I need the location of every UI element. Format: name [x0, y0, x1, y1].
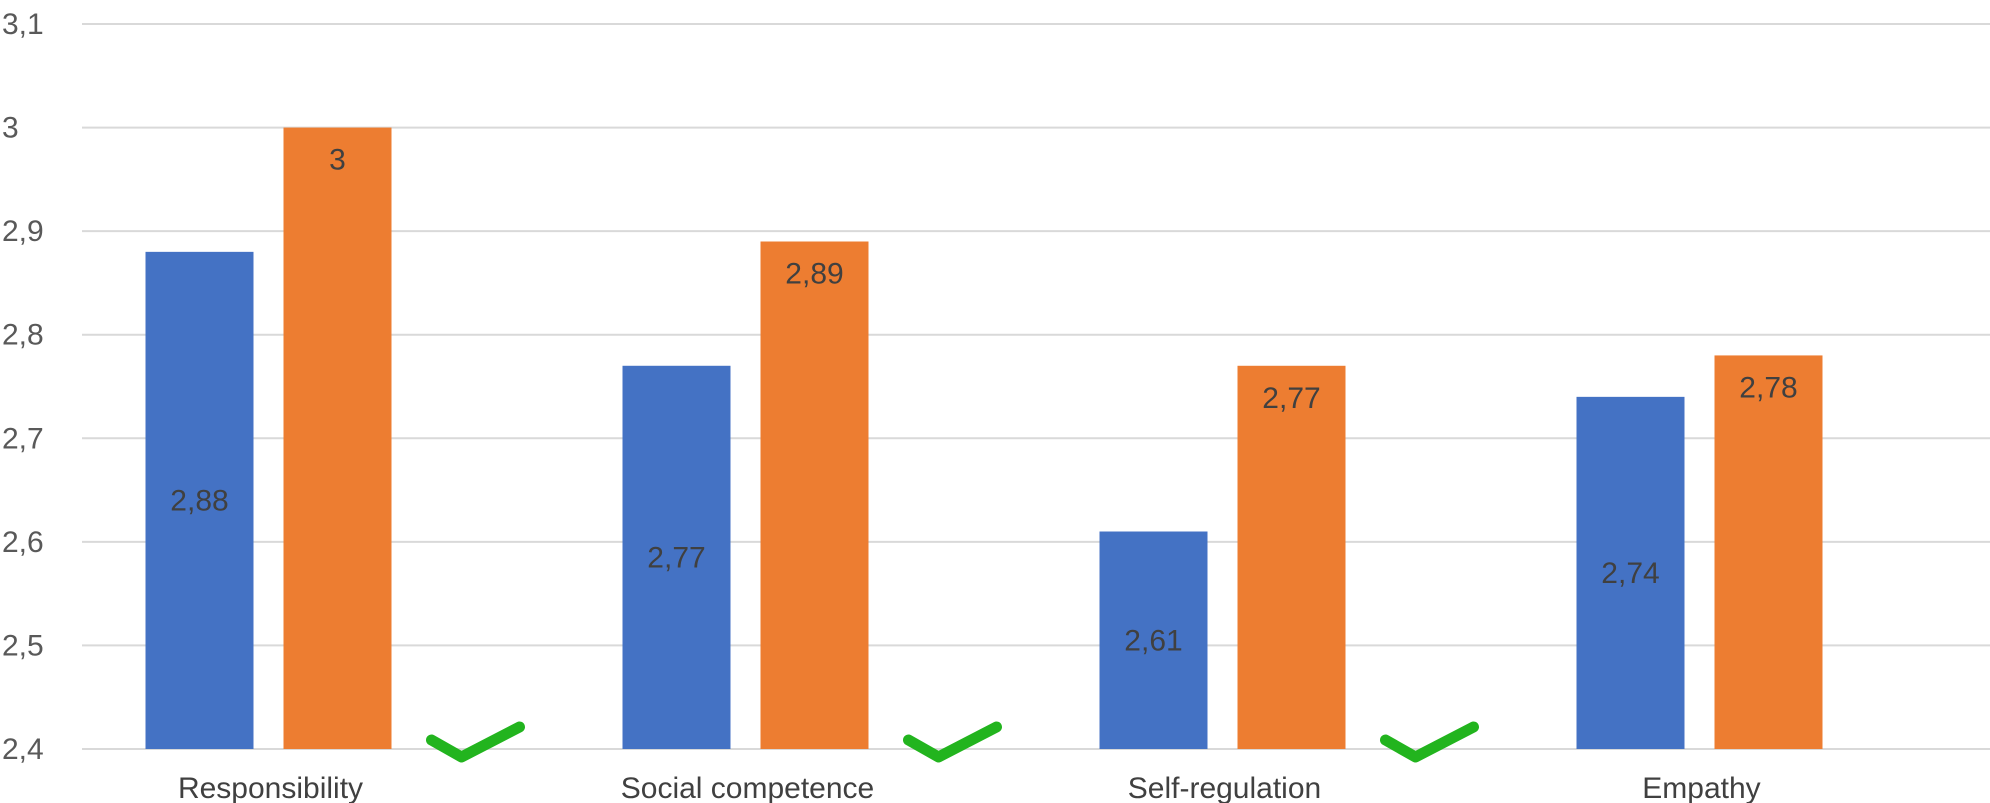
x-axis-category-labels: Responsibility Social competence Self-regu… [178, 772, 1761, 803]
data-label: 2,88 [170, 484, 228, 517]
data-labels: 2,88 3 2,77 2,89 2,61 2,77 2,74 2,78 [170, 144, 1797, 658]
category-label: Social competence [621, 772, 874, 803]
bar-1 [1099, 531, 1208, 749]
data-label: 2,77 [1262, 382, 1320, 415]
category-label: Responsibility [178, 772, 363, 803]
checkmark-icon [426, 721, 525, 763]
checkmark-icon [903, 721, 1002, 763]
y-axis-tick-labels: 2,4 2,5 2,6 2,7 2,8 2,9 3 3,1 [2, 8, 44, 766]
bars [145, 127, 1823, 750]
y-tick-label: 3 [2, 112, 19, 145]
y-tick-label: 2,7 [2, 422, 44, 455]
data-label: 3 [329, 144, 346, 177]
bar-1 [145, 251, 254, 749]
checkmark-icon [1380, 721, 1479, 763]
data-label: 2,89 [785, 258, 843, 291]
data-label: 2,74 [1601, 557, 1659, 590]
category-label: Empathy [1642, 772, 1760, 803]
data-label: 2,77 [647, 541, 705, 574]
bar-2 [1237, 365, 1346, 749]
bar-1 [1576, 396, 1685, 749]
data-label: 2,61 [1124, 624, 1182, 657]
data-label: 2,78 [1739, 371, 1797, 404]
y-tick-label: 2,9 [2, 215, 44, 248]
bar-1 [622, 365, 731, 749]
bar-2 [760, 241, 869, 749]
checkmarks [426, 721, 1479, 763]
category-label: Self-regulation [1128, 772, 1321, 803]
y-tick-label: 3,1 [2, 8, 44, 41]
gridlines [82, 23, 1990, 750]
bar-2 [1714, 355, 1823, 749]
y-tick-label: 2,5 [2, 629, 44, 662]
bar-2 [283, 127, 392, 750]
y-tick-label: 2,8 [2, 319, 44, 352]
y-tick-label: 2,4 [2, 733, 44, 766]
y-tick-label: 2,6 [2, 526, 44, 559]
